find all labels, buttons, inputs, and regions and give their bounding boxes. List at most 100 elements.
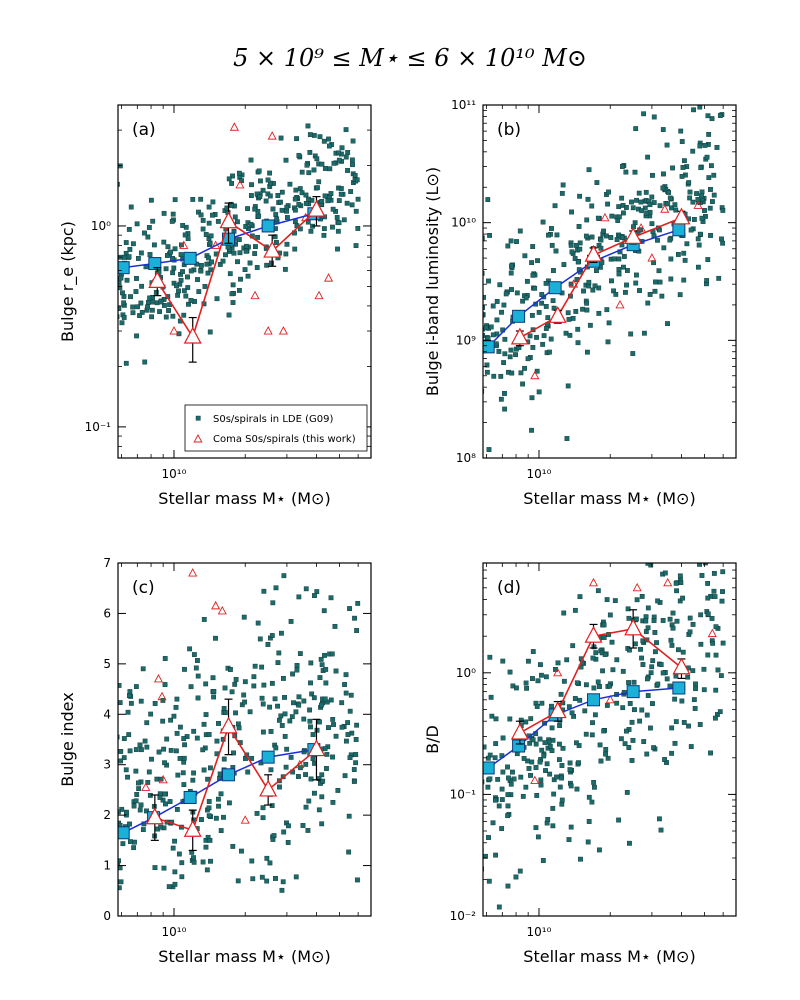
- g09-point: [619, 235, 625, 240]
- g09-point: [180, 223, 186, 228]
- figure-title: 5 × 10⁹ ≤ M⋆ ≤ 6 × 10¹⁰ M⊙: [233, 44, 587, 72]
- g09-point: [658, 827, 664, 833]
- g09-point: [317, 134, 323, 140]
- g09-point: [314, 156, 320, 162]
- g09-point: [334, 215, 340, 220]
- g09-point: [583, 731, 589, 737]
- g09-point: [203, 232, 209, 237]
- g09-point: [188, 268, 194, 274]
- median-marker: [548, 281, 562, 295]
- g09-point: [597, 847, 602, 853]
- g09-point: [345, 168, 350, 173]
- g09-point: [248, 157, 254, 163]
- g09-point: [572, 256, 578, 261]
- g09-point: [149, 756, 154, 762]
- g09-point: [175, 772, 181, 778]
- g09-point: [698, 641, 704, 647]
- g09-point: [319, 702, 324, 708]
- g09-point: [577, 246, 583, 252]
- g09-point: [296, 201, 302, 207]
- g09-point: [206, 204, 212, 210]
- g09-point: [160, 718, 166, 724]
- g09-point: [326, 143, 332, 149]
- g09-point: [605, 755, 611, 761]
- g09-point: [550, 823, 556, 829]
- g09-point: [517, 228, 523, 234]
- g09-point: [716, 275, 722, 281]
- g09-point: [200, 226, 206, 232]
- g09-point: [468, 842, 472, 846]
- g09-point: [638, 199, 644, 205]
- g09-point: [683, 90, 687, 94]
- g09-point: [535, 258, 540, 264]
- median-marker: [512, 309, 526, 323]
- g09-point: [201, 617, 207, 622]
- median-marker: [587, 693, 601, 707]
- g09-point: [195, 695, 201, 701]
- g09-point: [139, 310, 145, 315]
- g09-point: [713, 624, 719, 630]
- g09-point: [505, 764, 510, 770]
- g09-point: [695, 236, 701, 242]
- g09-point: [550, 298, 556, 304]
- g09-point: [584, 307, 590, 313]
- g09-point: [259, 874, 265, 880]
- g09-point: [714, 145, 720, 150]
- g09-point: [721, 494, 725, 498]
- g09-point: [657, 203, 663, 209]
- g09-point: [603, 747, 609, 752]
- g09-point: [172, 881, 178, 887]
- g09-point: [609, 639, 615, 645]
- g09-point: [713, 715, 718, 721]
- coma-points: [169, 122, 334, 335]
- g09-point: [605, 339, 611, 345]
- g09-point: [682, 158, 687, 164]
- g09-point: [699, 189, 705, 195]
- g09-point: [283, 251, 289, 257]
- g09-point: [581, 288, 586, 294]
- g09-point: [274, 216, 280, 222]
- g09-point: [485, 784, 491, 790]
- g09-point: [651, 260, 656, 266]
- g09-point: [338, 186, 344, 191]
- median-marker: [261, 750, 275, 764]
- g09-point: [522, 253, 528, 259]
- y-tick-label: 3: [103, 758, 111, 772]
- g09-point: [564, 657, 570, 663]
- g09-point: [198, 268, 204, 274]
- g09-point: [664, 142, 670, 148]
- g09-point: [333, 668, 339, 674]
- g09-point: [285, 840, 291, 845]
- g09-point: [328, 595, 334, 601]
- g09-point: [675, 252, 681, 257]
- g09-point: [655, 237, 660, 243]
- g09-point: [506, 775, 511, 781]
- g09-point: [171, 280, 177, 286]
- g09-point: [270, 837, 276, 842]
- g09-point: [673, 719, 679, 725]
- g09-point: [526, 766, 532, 771]
- g09-point: [666, 100, 670, 104]
- g09-point: [505, 243, 511, 249]
- g09-point: [111, 874, 115, 878]
- g09-point: [678, 128, 684, 134]
- g09-point: [174, 696, 180, 702]
- g09-point: [333, 733, 339, 739]
- g09-point: [641, 111, 647, 117]
- g09-point: [251, 683, 257, 689]
- g09-point: [717, 709, 723, 715]
- g09-point: [176, 288, 181, 294]
- g09-point: [591, 780, 597, 785]
- x-axis-label: Stellar mass M⋆ (M⊙): [158, 489, 330, 508]
- g09-point: [172, 869, 178, 875]
- g09-point: [497, 282, 503, 288]
- median-marker: [183, 790, 197, 804]
- g09-point: [621, 264, 626, 270]
- g09-point: [190, 197, 196, 202]
- g09-point: [478, 338, 482, 342]
- median-marker: [118, 826, 130, 840]
- g09-point: [166, 884, 172, 890]
- g09-point: [590, 287, 596, 293]
- g09-point: [206, 799, 212, 804]
- g09-point: [179, 860, 185, 866]
